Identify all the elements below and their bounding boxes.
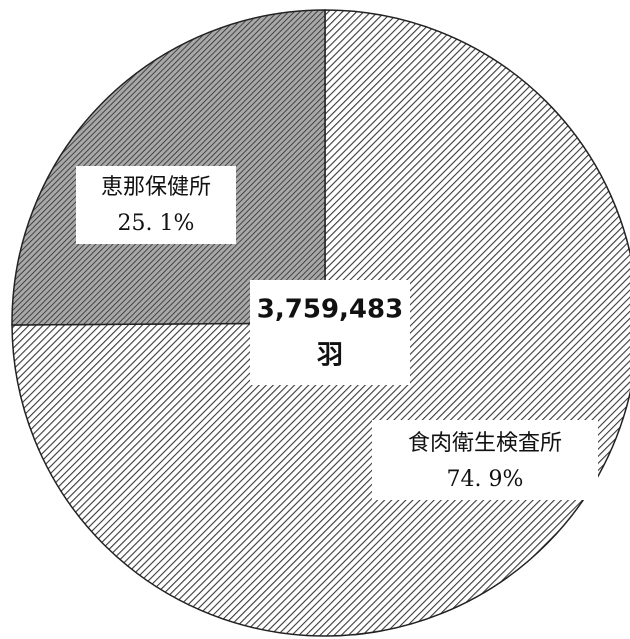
- center-total: 3,759,483: [257, 295, 403, 325]
- center-box: [250, 280, 410, 385]
- label-box: [76, 166, 236, 244]
- slice-value-label: 25. 1%: [118, 211, 195, 236]
- slice-label: 恵那保健所: [101, 175, 211, 200]
- center-unit: 羽: [317, 341, 343, 371]
- label-box: [372, 420, 598, 500]
- slice-label: 食肉衛生検査所: [408, 431, 562, 456]
- slice-value-label: 74. 9%: [447, 467, 524, 492]
